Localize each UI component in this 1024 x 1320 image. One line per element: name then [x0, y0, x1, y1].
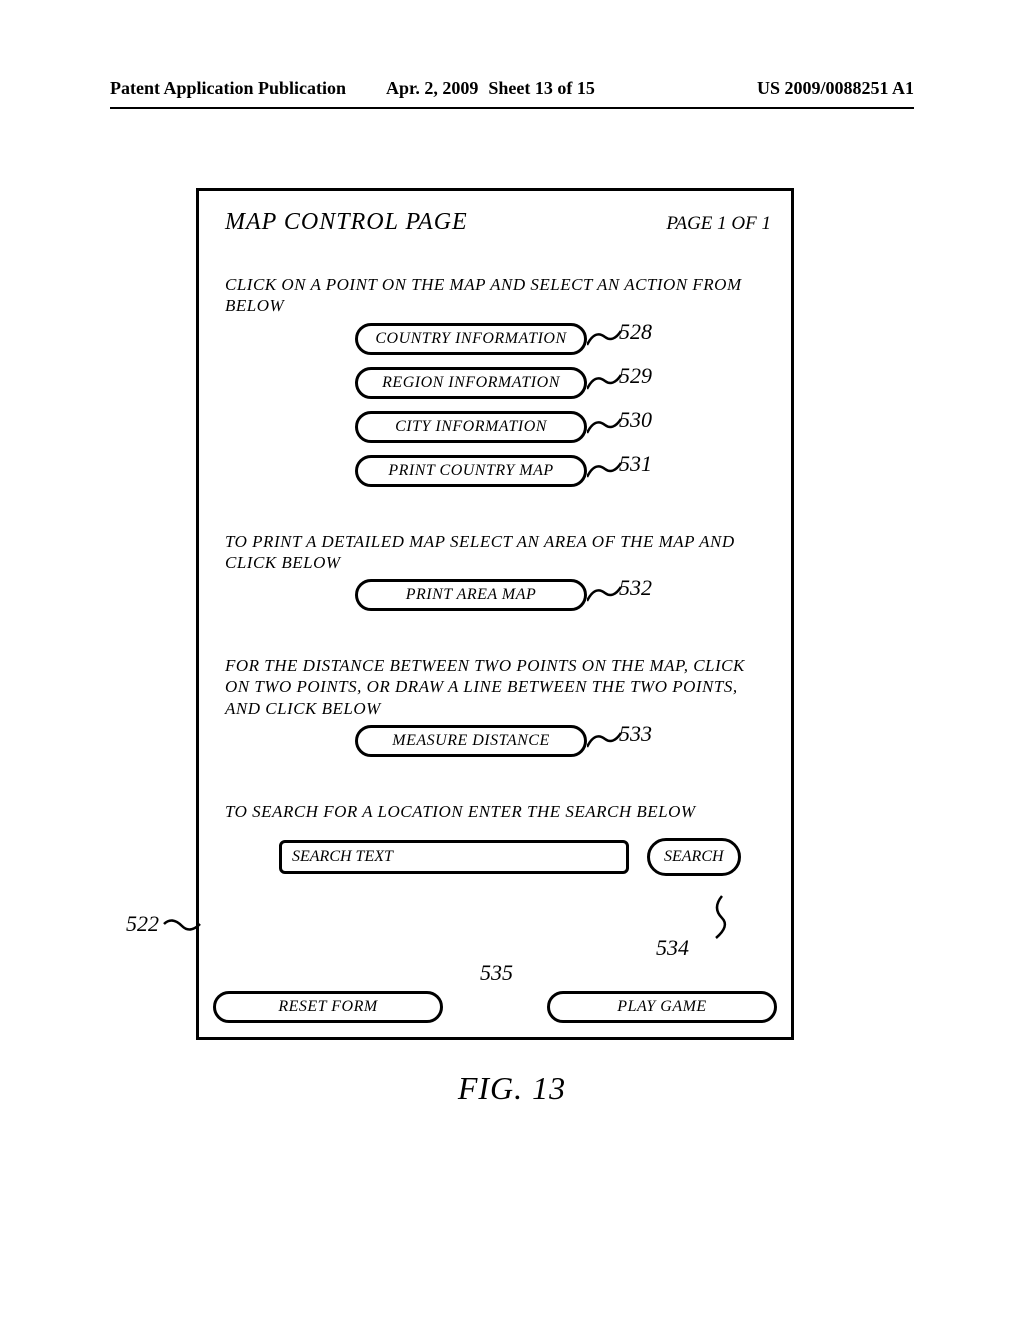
callout-533: 533 — [619, 721, 652, 747]
callout-531: 531 — [619, 451, 652, 477]
sheet-number: Sheet 13 of 15 — [488, 78, 595, 99]
instruction-section1: CLICK ON A POINT ON THE MAP AND SELECT A… — [225, 274, 771, 317]
callout-arc-530 — [587, 413, 623, 437]
search-input[interactable]: SEARCH TEXT — [279, 840, 629, 874]
map-control-panel: MAP CONTROL PAGE PAGE 1 OF 1 CLICK ON A … — [196, 188, 794, 1040]
region-information-button[interactable]: REGION INFORMATION — [355, 367, 587, 399]
callout-522: 522 — [126, 911, 159, 937]
figure-caption: FIG. 13 — [0, 1070, 1024, 1107]
measure-distance-button[interactable]: MEASURE DISTANCE — [355, 725, 587, 757]
callout-532: 532 — [619, 575, 652, 601]
panel-title: MAP CONTROL PAGE — [225, 209, 468, 236]
page-counter: PAGE 1 OF 1 — [666, 213, 771, 235]
publication-label: Patent Application Publication — [110, 78, 346, 99]
search-button[interactable]: SEARCH — [647, 838, 741, 876]
callout-535: 535 — [480, 960, 513, 986]
publication-date: Apr. 2, 2009 — [386, 78, 478, 99]
patent-header: Patent Application Publication Apr. 2, 2… — [110, 78, 914, 109]
instruction-section4: TO SEARCH FOR A LOCATION ENTER THE SEARC… — [225, 801, 771, 822]
print-country-map-button[interactable]: PRINT COUNTRY MAP — [355, 455, 587, 487]
callout-528: 528 — [619, 319, 652, 345]
callout-arc-531 — [587, 457, 623, 481]
callout-arc-533 — [587, 727, 623, 751]
patent-number: US 2009/0088251 A1 — [757, 78, 914, 99]
instruction-section2: TO PRINT A DETAILED MAP SELECT AN AREA O… — [225, 531, 771, 574]
callout-arc-532 — [587, 581, 623, 605]
print-area-map-button[interactable]: PRINT AREA MAP — [355, 579, 587, 611]
instruction-section3: FOR THE DISTANCE BETWEEN TWO POINTS ON T… — [225, 655, 771, 719]
callout-arc-528 — [587, 325, 623, 349]
city-information-button[interactable]: CITY INFORMATION — [355, 411, 587, 443]
callout-arc-529 — [587, 369, 623, 393]
callout-530: 530 — [619, 407, 652, 433]
reset-form-button[interactable]: RESET FORM — [213, 991, 443, 1023]
country-information-button[interactable]: COUNTRY INFORMATION — [355, 323, 587, 355]
callout-534: 534 — [656, 935, 689, 961]
play-game-button[interactable]: PLAY GAME — [547, 991, 777, 1023]
callout-529: 529 — [619, 363, 652, 389]
